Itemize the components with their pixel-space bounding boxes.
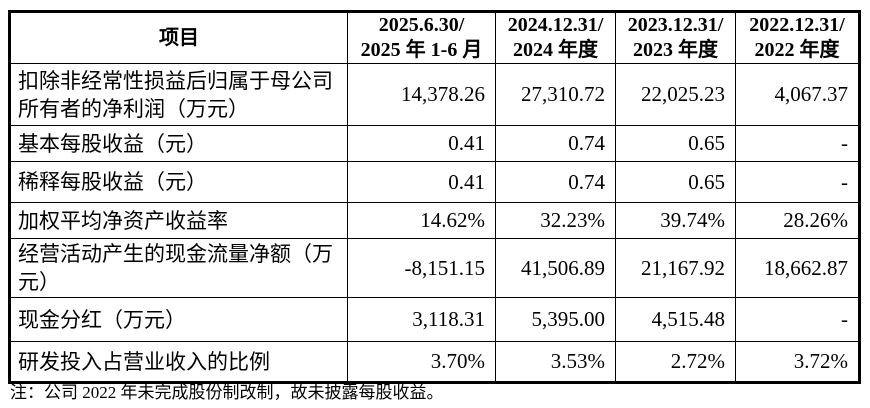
period-date-line: 2025.6.30/: [378, 14, 465, 36]
table-row-weighted-avg-roe: 加权平均净资产收益率 14.62% 32.23% 39.74% 28.26%: [9, 202, 860, 239]
table-row-rd-revenue-ratio: 研发投入占营业收入的比例 3.70% 3.53% 2.72% 3.72%: [9, 341, 860, 383]
period-date-line: 2024.12.31/: [507, 14, 604, 36]
period-column-header-2022: 2022.12.31/ 2022 年度: [735, 11, 860, 64]
value-cell: 32.23%: [495, 202, 616, 239]
table-row-operating-cash-flow: 经营活动产生的现金流量净额（万元） -8,151.15 41,506.89 21…: [9, 238, 860, 298]
period-range-line: 2025 年 1-6 月: [360, 39, 483, 61]
period-column-header-2023: 2023.12.31/ 2023 年度: [615, 11, 736, 64]
value-cell: 4,067.37: [735, 63, 860, 126]
value-cell: 5,395.00: [495, 297, 616, 342]
period-date-line: 2023.12.31/: [627, 14, 724, 36]
table-row-net-profit-deducted: 扣除非经常性损益后归属于母公司所有者的净利润（万元） 14,378.26 27,…: [9, 63, 860, 126]
value-cell: 21,167.92: [615, 238, 736, 298]
row-label: 研发投入占营业收入的比例: [9, 341, 348, 383]
value-cell: 27,310.72: [495, 63, 616, 126]
value-cell: 14.62%: [347, 202, 496, 239]
value-cell: 4,515.48: [615, 297, 736, 342]
value-cell: 3.53%: [495, 341, 616, 383]
table-row-basic-eps: 基本每股收益（元） 0.41 0.74 0.65 -: [9, 125, 860, 162]
value-cell: 3.70%: [347, 341, 496, 383]
row-label: 经营活动产生的现金流量净额（万元）: [9, 238, 348, 298]
period-column-header-2025: 2025.6.30/ 2025 年 1-6 月: [347, 11, 496, 64]
item-column-header: 项目: [9, 11, 348, 64]
table-row-diluted-eps: 稀释每股收益（元） 0.41 0.74 0.65 -: [9, 161, 860, 203]
value-cell: 0.41: [347, 161, 496, 203]
value-cell: -8,151.15: [347, 238, 496, 298]
value-cell: 22,025.23: [615, 63, 736, 126]
table-row-cash-dividend: 现金分红（万元） 3,118.31 5,395.00 4,515.48 -: [9, 297, 860, 342]
row-label: 加权平均净资产收益率: [9, 202, 348, 239]
value-cell: 0.65: [615, 125, 736, 162]
value-cell: 14,378.26: [347, 63, 496, 126]
footnote: 注：公司 2022 年未完成股份制改制，故未披露每股收益。: [10, 383, 444, 402]
value-cell: 0.74: [495, 125, 616, 162]
value-cell: 3,118.31: [347, 297, 496, 342]
value-cell: 0.65: [615, 161, 736, 203]
period-range-line: 2024 年度: [513, 39, 598, 61]
value-cell: 28.26%: [735, 202, 860, 239]
value-cell: 0.74: [495, 161, 616, 203]
value-cell: -: [735, 125, 860, 162]
value-cell: -: [735, 161, 860, 203]
financial-indicators-table: 项目 2025.6.30/ 2025 年 1-6 月 2024.12.31/ 2…: [8, 10, 861, 384]
period-date-line: 2022.12.31/: [749, 14, 845, 36]
row-label: 扣除非经常性损益后归属于母公司所有者的净利润（万元）: [9, 63, 348, 126]
value-cell: 2.72%: [615, 341, 736, 383]
value-cell: 18,662.87: [735, 238, 860, 298]
value-cell: 41,506.89: [495, 238, 616, 298]
period-range-line: 2022 年度: [754, 39, 840, 61]
row-label: 基本每股收益（元）: [9, 125, 348, 162]
value-cell: 3.72%: [735, 341, 860, 383]
period-column-header-2024: 2024.12.31/ 2024 年度: [495, 11, 616, 64]
value-cell: 39.74%: [615, 202, 736, 239]
period-range-line: 2023 年度: [633, 39, 718, 61]
row-label: 现金分红（万元）: [9, 297, 348, 342]
value-cell: 0.41: [347, 125, 496, 162]
document-area: 项目 2025.6.30/ 2025 年 1-6 月 2024.12.31/ 2…: [8, 10, 861, 384]
row-label: 稀释每股收益（元）: [9, 161, 348, 203]
header-row: 项目 2025.6.30/ 2025 年 1-6 月 2024.12.31/ 2…: [9, 11, 860, 64]
value-cell: -: [735, 297, 860, 342]
